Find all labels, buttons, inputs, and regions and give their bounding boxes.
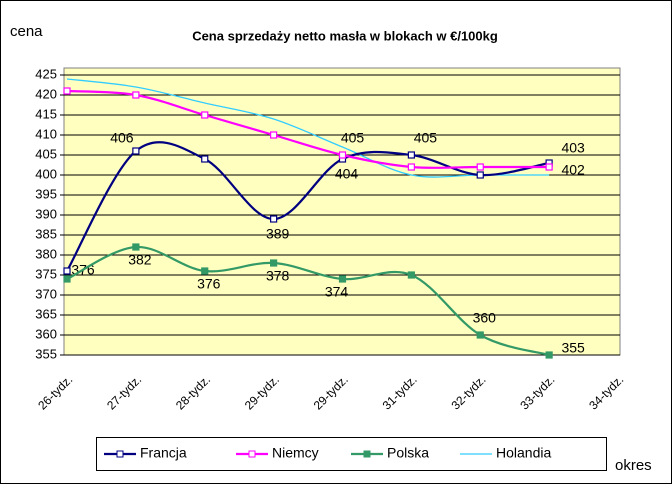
y-tick-label: 370 bbox=[35, 286, 57, 301]
data-marker bbox=[476, 171, 484, 179]
data-marker bbox=[201, 267, 209, 275]
y-tick-label: 390 bbox=[35, 206, 57, 221]
data-label: 405 bbox=[341, 130, 365, 146]
data-marker bbox=[407, 271, 415, 279]
data-marker bbox=[545, 351, 553, 359]
data-marker bbox=[407, 151, 415, 159]
y-tick-label: 415 bbox=[35, 106, 57, 121]
legend-label: Holandia bbox=[496, 445, 551, 461]
x-axis-label: okres bbox=[615, 457, 652, 474]
legend-label: Polska bbox=[387, 445, 429, 461]
y-axis-label: cena bbox=[10, 23, 43, 40]
data-label: 376 bbox=[197, 276, 221, 292]
legend-label: Francja bbox=[140, 445, 187, 461]
legend-marker bbox=[363, 450, 371, 458]
legend-marker bbox=[248, 450, 256, 458]
data-marker bbox=[270, 131, 278, 139]
data-marker bbox=[407, 163, 415, 171]
y-tick-label: 380 bbox=[35, 246, 57, 261]
y-tick-label: 365 bbox=[35, 306, 57, 321]
data-label: 355 bbox=[561, 340, 585, 356]
y-tick-label: 410 bbox=[35, 126, 57, 141]
series-line bbox=[66, 89, 550, 169]
data-marker bbox=[132, 91, 140, 99]
data-label: 402 bbox=[561, 162, 585, 178]
y-tick-label: 355 bbox=[35, 346, 57, 361]
data-marker bbox=[476, 331, 484, 339]
y-tick-label: 395 bbox=[35, 186, 57, 201]
chart-title: Cena sprzedaży netto masła w blokach w €… bbox=[192, 28, 498, 43]
y-tick-label: 405 bbox=[35, 146, 57, 161]
data-label: 405 bbox=[414, 130, 438, 146]
data-label: 406 bbox=[110, 130, 134, 146]
data-marker bbox=[338, 275, 347, 283]
data-marker bbox=[476, 163, 484, 171]
data-label: 378 bbox=[266, 268, 290, 284]
data-marker bbox=[132, 147, 140, 155]
y-tick-label: 420 bbox=[35, 86, 57, 101]
plot-area bbox=[63, 67, 621, 356]
y-tick-label: 375 bbox=[35, 266, 57, 281]
data-label: 374 bbox=[325, 284, 349, 300]
data-marker bbox=[63, 275, 71, 283]
data-marker bbox=[63, 87, 71, 95]
y-tick-label: 425 bbox=[35, 66, 57, 81]
data-label: 404 bbox=[335, 166, 359, 182]
data-marker bbox=[63, 267, 71, 275]
data-label: 389 bbox=[266, 226, 290, 242]
legend-marker bbox=[116, 450, 124, 458]
data-label: 360 bbox=[473, 310, 497, 326]
data-marker bbox=[270, 259, 278, 267]
y-tick-label: 360 bbox=[35, 326, 57, 341]
data-label: 382 bbox=[128, 252, 152, 268]
data-label: 403 bbox=[561, 140, 585, 156]
data-marker bbox=[338, 151, 347, 159]
data-marker bbox=[201, 111, 209, 119]
data-marker bbox=[132, 243, 140, 251]
data-marker bbox=[545, 163, 553, 171]
legend-label: Niemcy bbox=[272, 445, 319, 461]
data-marker bbox=[270, 215, 278, 223]
series-line bbox=[66, 245, 550, 357]
y-tick-label: 400 bbox=[35, 166, 57, 181]
y-tick-label: 385 bbox=[35, 226, 57, 241]
data-marker bbox=[201, 155, 209, 163]
